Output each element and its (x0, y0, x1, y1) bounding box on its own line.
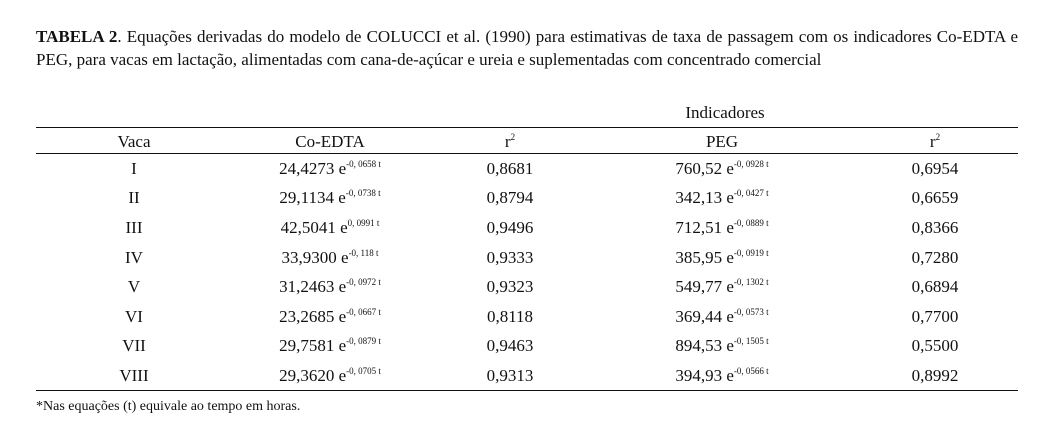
cell-peg: 760,52 e-0, 0928 t (675, 158, 769, 178)
cell-peg: 712,51 e-0, 0889 t (675, 217, 769, 237)
cell-vaca: VII (122, 336, 146, 356)
header-peg: PEG (705, 132, 739, 151)
header-rule (36, 153, 1018, 154)
cell-r2-peg: 0,8366 (911, 217, 959, 237)
cell-vaca: III (125, 217, 143, 237)
cell-r2-peg: 0,6659 (911, 188, 959, 208)
cell-r2-co: 0,8118 (486, 306, 534, 326)
cell-r2-peg: 0,7280 (911, 247, 959, 267)
cell-co-edta: 42,5041 e0, 0991 t (280, 217, 380, 237)
cell-vaca: IV (125, 247, 143, 267)
header-vaca: Vaca (117, 132, 151, 151)
cell-vaca: VI (125, 306, 143, 326)
cell-vaca: VIII (119, 365, 149, 385)
header-co-edta: Co-EDTA (295, 132, 365, 151)
cell-r2-co: 0,9323 (486, 277, 534, 297)
table-row: V 31,2463 e-0, 0972 t 0,9323 549,77 e-0,… (36, 272, 1018, 302)
cell-r2-peg: 0,7700 (911, 306, 959, 326)
cell-peg: 342,13 e-0, 0427 t (675, 188, 769, 208)
cell-r2-peg: 0,8992 (911, 365, 959, 385)
table-row: VII 29,7581 e-0, 0879 t 0,9463 894,53 e-… (36, 332, 1018, 362)
table-caption: TABELA 2. Equações derivadas do modelo d… (36, 25, 1018, 71)
header-row: Vaca Co-EDTA r2 PEG r2 (36, 130, 1018, 154)
table-row: II 29,1134 e-0, 0738 t 0,8794 342,13 e-0… (36, 184, 1018, 214)
data-table: Vaca Co-EDTA r2 PEG r2 I 24,4273 e-0, 06… (36, 130, 1018, 391)
cell-co-edta: 29,3620 e-0, 0705 t (279, 365, 381, 385)
cell-peg: 549,77 e-0, 1302 t (675, 277, 769, 297)
caption-label: TABELA 2 (36, 27, 118, 46)
cell-r2-co: 0,8794 (486, 188, 534, 208)
cell-vaca: V (127, 277, 141, 297)
cell-peg: 369,44 e-0, 0573 t (675, 306, 769, 326)
cell-co-edta: 29,1134 e-0, 0738 t (279, 188, 381, 208)
caption-text: . Equações derivadas do modelo de COLUCC… (36, 27, 1018, 69)
cell-co-edta: 23,2685 e-0, 0667 t (279, 306, 381, 326)
header-r2-peg: r2 (929, 132, 941, 151)
cell-co-edta: 24,4273 e-0, 0658 t (279, 158, 381, 178)
footnote: *Nas equações (t) equivale ao tempo em h… (36, 399, 301, 414)
cell-co-edta: 31,2463 e-0, 0972 t (279, 277, 381, 297)
bottom-rule (36, 390, 1018, 391)
cell-vaca: I (131, 158, 137, 178)
cell-peg: 894,53 e-0, 1505 t (675, 336, 769, 356)
cell-r2-co: 0,8681 (486, 158, 534, 178)
cell-r2-peg: 0,6954 (911, 158, 959, 178)
table-row: I 24,4273 e-0, 0658 t 0,8681 760,52 e-0,… (36, 154, 1018, 184)
cell-r2-peg: 0,6894 (911, 277, 959, 297)
table-row: IV 33,9300 e-0, 118 t 0,9333 385,95 e-0,… (36, 243, 1018, 273)
table-row: VIII 29,3620 e-0, 0705 t 0,9313 394,93 e… (36, 361, 1018, 391)
cell-r2-co: 0,9496 (486, 217, 534, 237)
group-header-indicadores: Indicadores (685, 103, 765, 122)
header-r2-co: r2 (504, 132, 516, 151)
cell-vaca: II (128, 188, 140, 208)
table-row: VI 23,2685 e-0, 0667 t 0,8118 369,44 e-0… (36, 302, 1018, 332)
table-row: III 42,5041 e0, 0991 t 0,9496 712,51 e-0… (36, 213, 1018, 243)
cell-r2-co: 0,9463 (486, 336, 534, 356)
cell-r2-co: 0,9333 (486, 247, 534, 267)
cell-co-edta: 33,9300 e-0, 118 t (281, 247, 379, 267)
cell-r2-peg: 0,5500 (911, 336, 959, 356)
cell-r2-co: 0,9313 (486, 365, 534, 385)
cell-co-edta: 29,7581 e-0, 0879 t (279, 336, 381, 356)
cell-peg: 385,95 e-0, 0919 t (675, 247, 769, 267)
cell-peg: 394,93 e-0, 0566 t (675, 365, 769, 385)
top-rule (36, 127, 1018, 128)
